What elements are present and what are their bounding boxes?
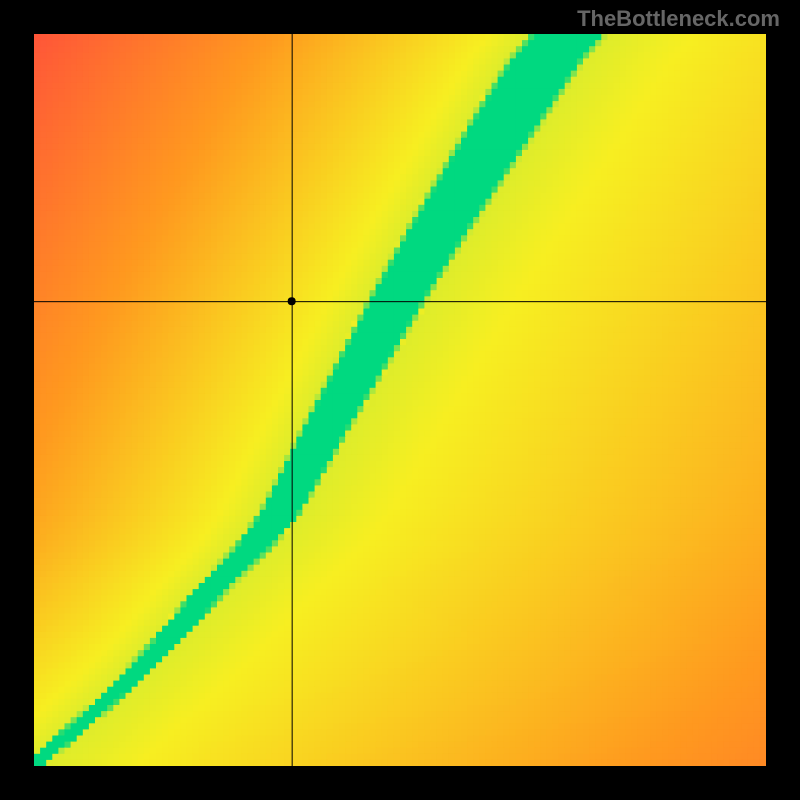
watermark-text: TheBottleneck.com [577,6,780,32]
root: TheBottleneck.com [0,0,800,800]
plot-area [34,34,766,766]
heatmap-canvas [34,34,766,766]
